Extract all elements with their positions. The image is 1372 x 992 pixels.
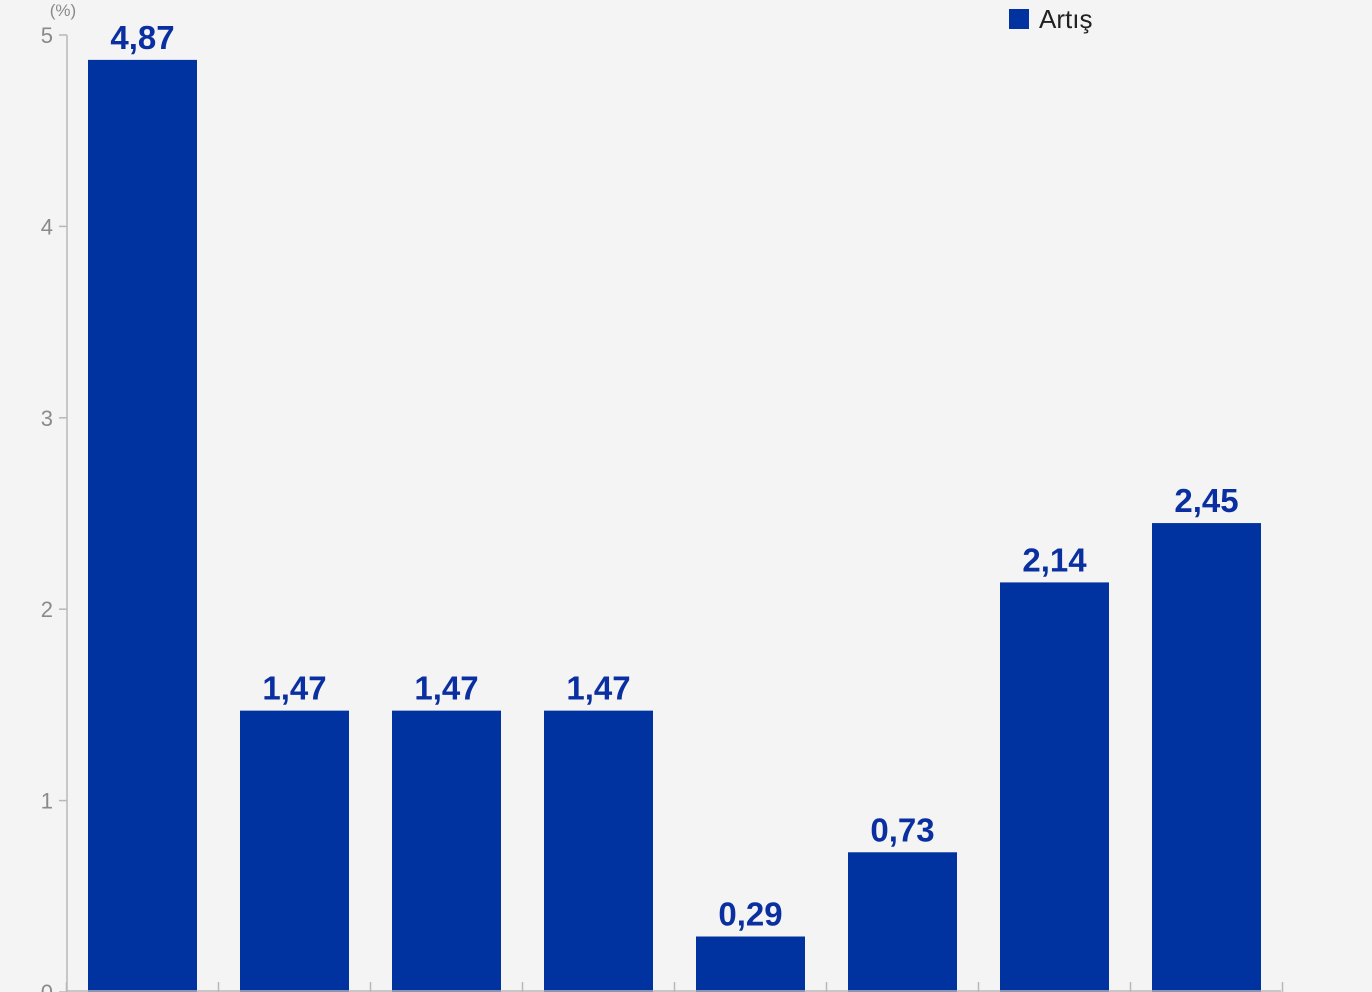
bar	[392, 710, 501, 992]
bar-value-label: 0,29	[718, 895, 782, 932]
bar	[696, 936, 805, 992]
legend: Artış	[1009, 4, 1092, 34]
legend-swatch	[1009, 9, 1029, 29]
bar	[544, 710, 653, 992]
bar	[1000, 582, 1109, 992]
y-tick-label: 3	[41, 406, 53, 431]
bar-value-label: 1,47	[262, 670, 326, 707]
y-axis-unit-label: (%)	[50, 1, 76, 20]
y-tick-label: 1	[41, 789, 53, 814]
bar	[88, 59, 197, 992]
data-labels: 4,87 1,47 1,47 1,47 0,29 0,73 2,14 2,45	[110, 19, 1238, 933]
bar-value-label: 2,14	[1022, 541, 1087, 578]
bar-value-label: 2,45	[1174, 482, 1238, 519]
y-tick-label: 2	[41, 597, 53, 622]
y-axis-ticks: 0 1 2 3 4 5	[41, 23, 67, 992]
axes	[65, 35, 1284, 992]
bar	[240, 710, 349, 992]
bar-value-label: 0,73	[870, 811, 934, 848]
bar-series	[88, 59, 1261, 992]
y-tick-label: 5	[41, 23, 53, 48]
y-tick-label: 0	[41, 980, 53, 992]
bar-value-label: 1,47	[566, 670, 630, 707]
legend-label: Artış	[1039, 4, 1092, 34]
bar-value-label: 1,47	[414, 670, 478, 707]
y-tick-label: 4	[41, 214, 53, 239]
bar-value-label: 4,87	[110, 19, 174, 56]
bar	[848, 852, 957, 992]
bar	[1152, 523, 1261, 992]
